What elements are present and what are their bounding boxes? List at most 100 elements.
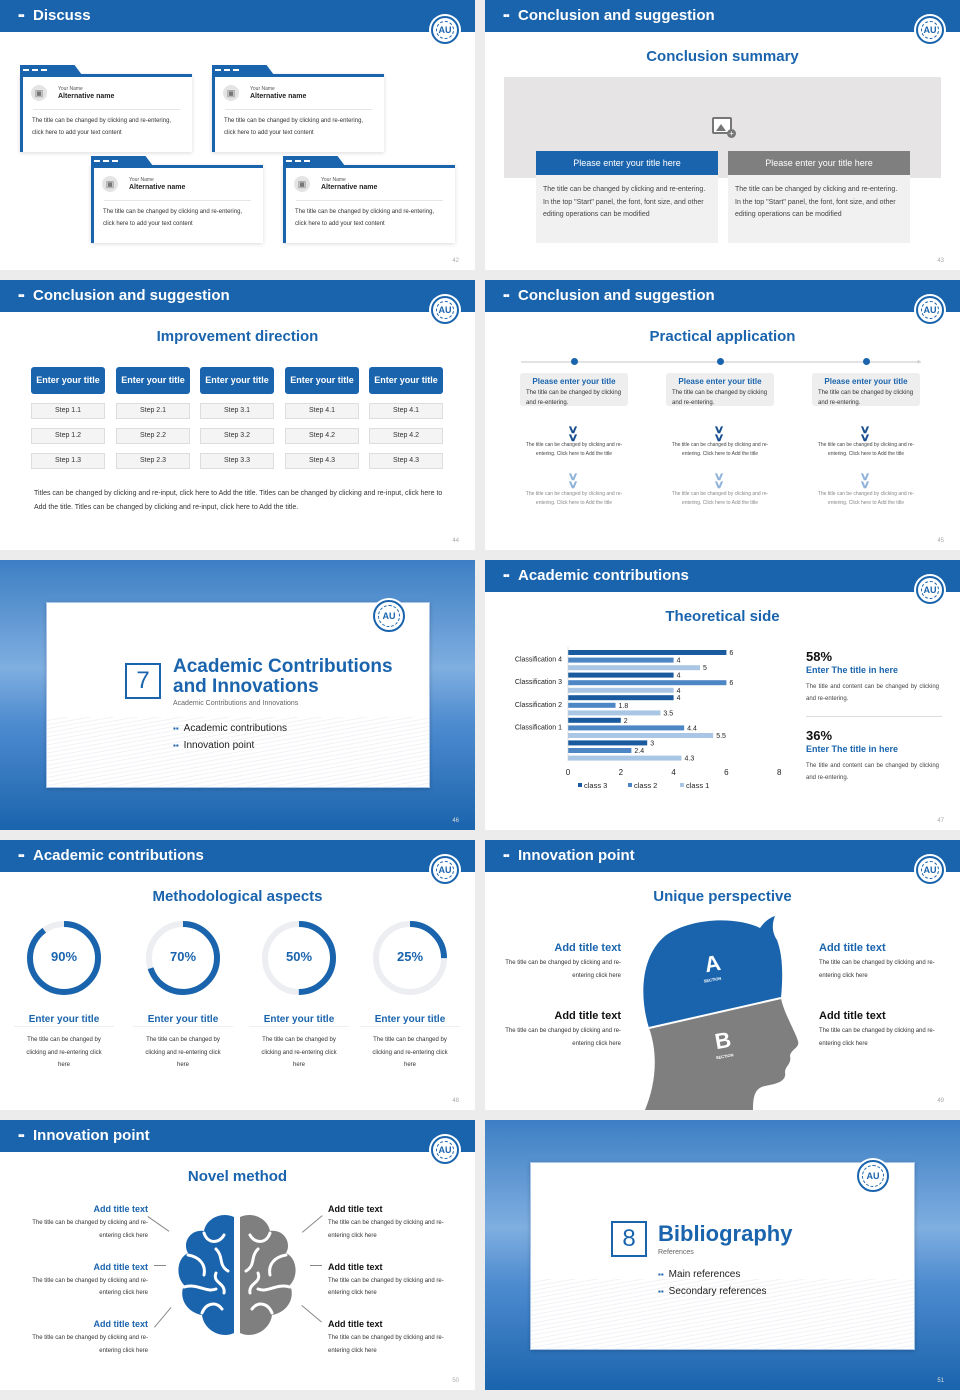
connector-line <box>301 1305 322 1323</box>
item-box[interactable]: Please enter your title The title can be … <box>812 373 920 406</box>
slide-50[interactable]: ▪▪ Innovation point AU Novel method Add t… <box>0 1120 475 1390</box>
timeline-dot <box>571 358 578 365</box>
slide-48[interactable]: ▪▪ Academic contributions AU Methodologic… <box>0 840 475 1110</box>
step-box[interactable]: Step 4.3 <box>285 453 359 469</box>
block-text: The title can be changed by clicking and… <box>32 1277 148 1297</box>
slide-title: Unique perspective <box>653 888 792 905</box>
slide-header: ▪▪ Discuss <box>0 0 475 32</box>
item-detail: The title can be changed by clicking and… <box>525 442 623 457</box>
slide-49[interactable]: ▪▪ Innovation point AU Unique perspective… <box>485 840 960 1110</box>
item-text: The title can be changed by clicking and… <box>672 390 768 406</box>
description: Titles can be changed by clicking and re… <box>34 490 443 511</box>
slide-51[interactable]: AU 8 Bibliography References ▪▪ Main refe… <box>485 1120 960 1390</box>
grid-dots-icon: ▪▪ <box>503 290 510 302</box>
slide-44[interactable]: ▪▪ Conclusion and suggestion AU Improveme… <box>0 280 475 550</box>
connector-line <box>154 1265 166 1266</box>
block-text: The title can be changed by clicking and… <box>32 1220 148 1239</box>
step-box[interactable]: Step 2.2 <box>116 428 190 444</box>
step-box[interactable]: Step 1.1 <box>31 403 105 419</box>
ring-title: Enter your title <box>147 1014 219 1025</box>
stat-value: 58% <box>806 649 833 664</box>
ring-fill <box>262 921 336 995</box>
ring-title: Enter your title <box>374 1014 446 1025</box>
column-title-button[interactable]: Enter your title <box>31 367 105 394</box>
category-label: Classification 4 <box>515 657 562 664</box>
block-text: The title can be changed by clicking and… <box>328 1335 444 1354</box>
university-logo: AU <box>916 856 944 884</box>
bar <box>568 717 621 723</box>
ring-percent: 50% <box>285 949 313 964</box>
text-block: Add title text The title can be changed b… <box>328 1262 446 1300</box>
step-box[interactable]: Step 2.1 <box>116 403 190 419</box>
stat-text: The title and content can be changed by … <box>806 684 939 702</box>
step-box[interactable]: Step 3.1 <box>200 403 274 419</box>
profile-card[interactable]: ▣ Your Name Alternative name The title can … <box>20 65 192 152</box>
step-box[interactable]: Step 1.3 <box>31 453 105 469</box>
your-name-label: Your Name <box>250 86 275 92</box>
slide-43[interactable]: ▪▪ Conclusion and suggestion AU Conclusio… <box>485 0 960 270</box>
step-box[interactable]: Step 3.3 <box>200 453 274 469</box>
bar-chart: Classification 4 6 4 5 Classification 3 4 6 4 Cl… <box>515 647 782 790</box>
ring-text: The title can be changed by clicking and… <box>145 1037 221 1068</box>
slide-47[interactable]: ▪▪ Academic contributions AU Theoretical … <box>485 560 960 830</box>
page-number: 48 <box>452 1098 459 1104</box>
legend-label: class 3 <box>584 781 607 790</box>
slide-42[interactable]: ▪▪ Discuss AU ▣ Your Name Alternative name T… <box>0 0 475 270</box>
block-text: The title can be changed by clicking and… <box>328 1277 444 1297</box>
connector-line <box>310 1265 322 1266</box>
block-title: Add title text <box>819 942 886 954</box>
page-number: 50 <box>452 1378 459 1384</box>
bar <box>568 672 674 678</box>
profile-card[interactable]: ▣ Your Name Alternative name The title can … <box>212 65 384 152</box>
stat-title: Enter The title in here <box>806 744 899 754</box>
step-box[interactable]: Step 4.2 <box>285 428 359 444</box>
x-tick-label: 4 <box>671 768 676 777</box>
progress-ring: 50% <box>259 918 339 998</box>
text-block: Add title text The title can be changed b… <box>30 1204 148 1242</box>
item-box[interactable]: Please enter your title The title can be … <box>666 373 774 406</box>
column-title-button[interactable]: Enter your title <box>200 367 274 394</box>
text-block: Add title text The title can be changed b… <box>819 1010 935 1050</box>
profile-card[interactable]: ▣ Your Name Alternative name The title can … <box>91 156 263 243</box>
text-block: Add title text The title can be changed b… <box>819 942 935 982</box>
data-label: 4 <box>677 695 681 702</box>
item-box[interactable]: Please enter your title The title can be … <box>520 373 628 406</box>
column-title-button[interactable]: Enter your title <box>285 367 359 394</box>
bar <box>568 687 674 693</box>
step-box[interactable]: Step 4.1 <box>285 403 359 419</box>
data-label: 2 <box>624 718 628 725</box>
block-title: Add title text <box>328 1261 383 1272</box>
your-name-label: Your Name <box>321 177 346 183</box>
step-box[interactable]: Step 4.2 <box>369 428 443 444</box>
divider <box>360 1026 460 1027</box>
box-title-2[interactable]: Please enter your title here <box>728 151 910 175</box>
grid-dots-icon: ▪▪ <box>173 724 179 733</box>
profile-card[interactable]: ▣ Your Name Alternative name The title can … <box>283 156 455 243</box>
slide-title: Methodological aspects <box>152 888 323 905</box>
card-tab <box>91 156 153 166</box>
slide-title: Improvement direction <box>156 328 319 345</box>
ring-percent: 70% <box>169 949 197 964</box>
card-tab <box>20 65 82 75</box>
box-title-1[interactable]: Please enter your title here <box>536 151 718 175</box>
column-title-button[interactable]: Enter your title <box>116 367 190 394</box>
slide-46[interactable]: AU 7 Academic Contributions and Innovati… <box>0 560 475 830</box>
step-box[interactable]: Step 4.3 <box>369 453 443 469</box>
box-text-2: The title can be changed by clicking and… <box>728 175 910 243</box>
timeline-dot <box>863 358 870 365</box>
step-box[interactable]: Step 4.1 <box>369 403 443 419</box>
step-box[interactable]: Step 2.3 <box>116 453 190 469</box>
ring-text: The title can be changed by clicking and… <box>372 1037 448 1068</box>
card-text: The title can be changed by clicking and… <box>295 209 435 227</box>
step-box[interactable]: Step 3.2 <box>200 428 274 444</box>
slide-45[interactable]: ▪▪ Conclusion and suggestion AU Practical… <box>485 280 960 550</box>
block-title: Add title text <box>93 1204 148 1214</box>
block-text: The title can be changed by clicking and… <box>328 1220 444 1239</box>
column-title-button[interactable]: Enter your title <box>369 367 443 394</box>
section-card: AU 7 Academic Contributions and Innovati… <box>46 600 430 788</box>
ring-title: Enter your title <box>263 1014 335 1025</box>
step-box[interactable]: Step 1.2 <box>31 428 105 444</box>
item-title: Please enter your title <box>824 377 908 386</box>
alternative-name: Alternative name <box>58 93 115 100</box>
bar <box>568 657 674 663</box>
